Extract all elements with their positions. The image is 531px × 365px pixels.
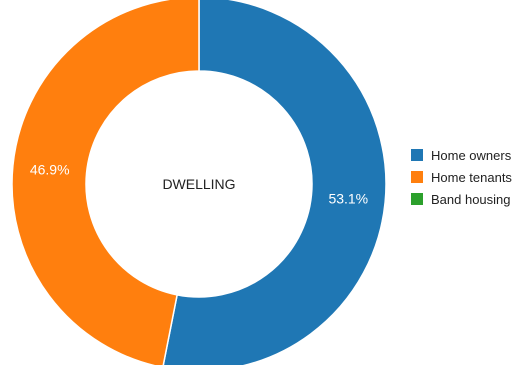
donut-slice-home-owners[interactable] [162,0,387,365]
legend-item-band-housing[interactable]: Band housing [411,188,512,210]
slice-value-label: 53.1% [328,191,368,207]
donut-center-label: DWELLING [162,176,235,192]
legend-swatch-home-owners [411,149,423,161]
donut-value-labels: 53.1% 46.9% [30,161,368,206]
donut-slices [11,0,387,365]
donut-slice-home-tenants[interactable] [11,0,200,365]
legend-label: Band housing [431,191,511,207]
legend-item-home-tenants[interactable]: Home tenants [411,166,512,188]
chart-legend: Home owners Home tenants Band housing [411,144,512,210]
legend-label: Home tenants [431,169,512,185]
legend-swatch-band-housing [411,193,423,205]
legend-label: Home owners [431,147,512,163]
legend-item-home-owners[interactable]: Home owners [411,144,512,166]
legend-swatch-home-tenants [411,171,423,183]
slice-value-label: 46.9% [30,161,70,177]
